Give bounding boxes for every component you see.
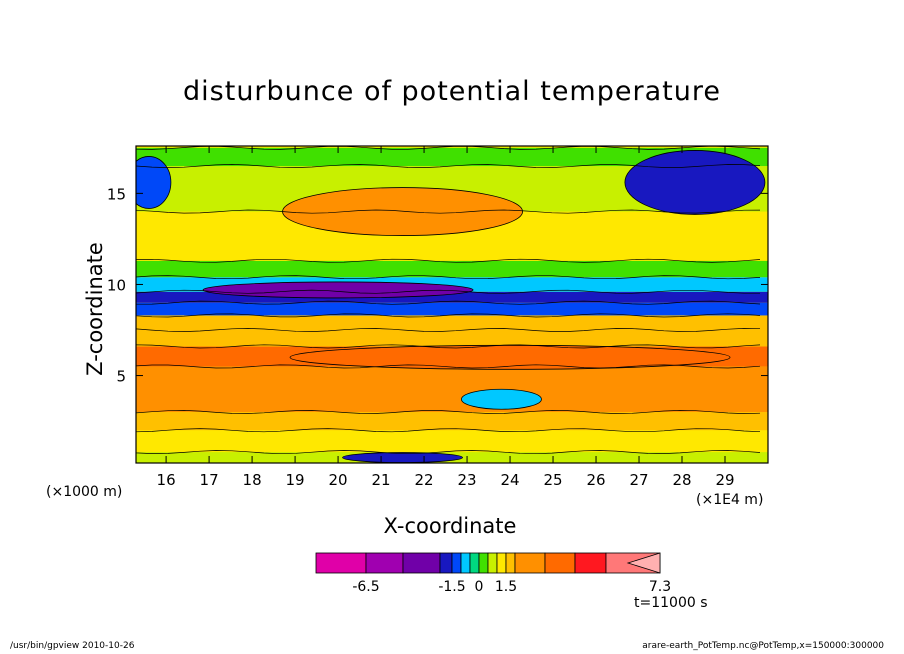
y-tick-label: 15 xyxy=(107,185,126,203)
x-tick-label: 18 xyxy=(243,471,262,489)
x-ticks: 16 17 18 19 20 21 22 23 24 25 26 27 28 29 xyxy=(157,146,735,489)
field-band-3 xyxy=(136,366,768,412)
x-tick-label: 19 xyxy=(286,471,305,489)
colorbar-segment xyxy=(514,552,546,574)
contour-line-5 xyxy=(136,328,761,332)
contour-line-2 xyxy=(136,410,761,414)
feature-upper-warm-core xyxy=(282,187,523,236)
plot-frame xyxy=(135,145,769,464)
field-band-13 xyxy=(136,147,768,167)
footer-right: arare-earth_PotTemp.nc@PotTemp,x=150000:… xyxy=(642,641,884,651)
contour-line-10 xyxy=(136,258,761,263)
colorbar-segment xyxy=(496,552,507,574)
x-tick-label: 17 xyxy=(200,471,219,489)
x-tick-label: 29 xyxy=(715,471,734,489)
contour-line-7 xyxy=(136,300,761,305)
colorbar-segment xyxy=(315,552,367,574)
contour-line-8 xyxy=(136,289,760,294)
colorbar-segment xyxy=(451,552,462,574)
colorbar-label: 1.5 xyxy=(495,579,517,595)
field-band-6 xyxy=(136,315,768,331)
colorbar-segment xyxy=(402,552,441,574)
colorbar-segment xyxy=(487,552,498,574)
x-tick-label: 26 xyxy=(586,471,605,489)
colorbar-label: 7.3 xyxy=(649,579,671,595)
x-tick-label: 22 xyxy=(415,471,434,489)
x-tick-label: 25 xyxy=(543,471,562,489)
contour-line-6 xyxy=(136,313,761,318)
contour-line-9 xyxy=(136,275,761,280)
colorbar: -6.5 -1.5 0 1.5 7.3 xyxy=(315,552,671,595)
feature-surface-cold-pool xyxy=(342,452,463,463)
colorbar-segment xyxy=(478,552,489,574)
field-band-2 xyxy=(136,411,768,431)
x-tick-label: 28 xyxy=(672,471,691,489)
y-ticks: 5 10 15 xyxy=(107,185,768,386)
field-band-7 xyxy=(136,302,768,316)
y-tick-label: 10 xyxy=(107,276,126,294)
feature-mid-cold-layer xyxy=(202,281,474,299)
colorbar-segment xyxy=(544,552,576,574)
colorbar-segment xyxy=(574,552,607,574)
colorbar-segment xyxy=(505,552,516,574)
field-band-1 xyxy=(136,430,768,453)
colorbar-segment xyxy=(365,552,404,574)
field-band-5 xyxy=(136,330,768,347)
colorbar-segment xyxy=(460,552,471,574)
feature-upper-right-low xyxy=(624,150,766,215)
contour-line-11 xyxy=(136,209,761,214)
feature-upper-left-low xyxy=(136,156,172,209)
contour-line-13 xyxy=(136,146,761,150)
contour-line-1 xyxy=(136,428,761,433)
chart-title: disturbunce of potential temperature xyxy=(183,76,721,107)
field-band-8 xyxy=(136,291,768,303)
feature-lower-warm-layer xyxy=(289,344,731,370)
colorbar-label: 0 xyxy=(475,579,484,595)
contour-line-4 xyxy=(136,344,761,349)
x-tick-label: 27 xyxy=(629,471,648,489)
x-tick-label: 16 xyxy=(157,471,176,489)
x-unit-label: (×1000 m) xyxy=(46,484,123,500)
colorbar-label: -6.5 xyxy=(352,579,379,595)
time-label: t=11000 s xyxy=(634,595,708,611)
contour-line-3 xyxy=(136,364,761,369)
colorbar-segment xyxy=(469,552,480,574)
colorbar-label: -1.5 xyxy=(438,579,465,595)
heatmap-field xyxy=(136,146,768,463)
x-axis-label: X-coordinate xyxy=(383,514,517,538)
field-band-10 xyxy=(136,260,768,278)
colorbar-arrow xyxy=(626,552,661,574)
footer-left: /usr/bin/gpview 2010-10-26 xyxy=(10,641,135,651)
x-tick-label: 21 xyxy=(372,471,391,489)
contour-line-12 xyxy=(136,164,761,168)
contour-line-0 xyxy=(136,450,761,455)
x-tick-label: 20 xyxy=(329,471,348,489)
y-unit-label: (×1E4 m) xyxy=(696,492,764,508)
y-tick-label: 5 xyxy=(116,368,126,386)
feature-cold-tongue xyxy=(461,388,542,410)
colorbar-segment xyxy=(439,552,453,574)
x-tick-label: 23 xyxy=(458,471,477,489)
x-tick-label: 24 xyxy=(500,471,519,489)
